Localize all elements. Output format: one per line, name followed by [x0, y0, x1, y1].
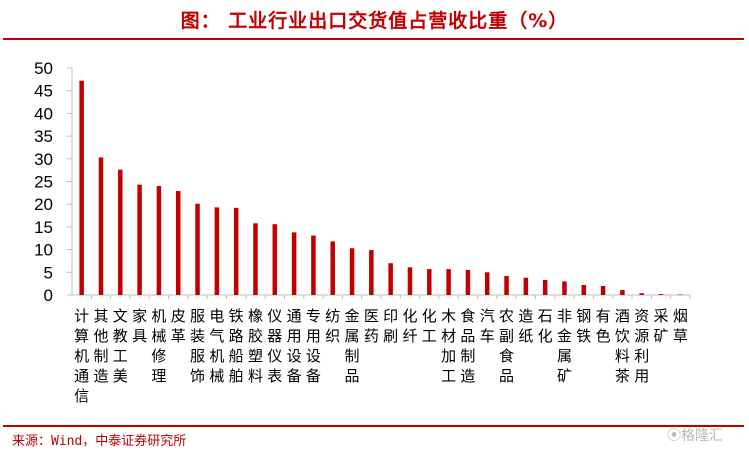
- bar: [311, 235, 316, 295]
- x-tick-label: 专用设备: [306, 307, 321, 385]
- y-tick-label: 15: [34, 218, 53, 237]
- watermark-logo: ⦿格隆汇: [667, 428, 723, 444]
- x-tick-label: 皮革: [171, 307, 186, 345]
- bar: [542, 280, 548, 295]
- bar: [446, 269, 451, 295]
- bar: [639, 293, 644, 295]
- title-divider: [3, 38, 744, 40]
- x-tick-label: 非金属矿: [557, 307, 572, 385]
- x-tick-label: 资源利用: [634, 307, 649, 385]
- bar: [349, 248, 355, 295]
- bar: [504, 275, 509, 295]
- x-tick-label: 采矿: [654, 307, 669, 345]
- y-tick-label: 20: [34, 195, 53, 214]
- bar: [484, 272, 490, 295]
- bar: [214, 207, 220, 295]
- bar: [330, 241, 335, 295]
- x-tick-label: 机械修理: [151, 307, 166, 385]
- x-tick-label: 农副食品: [499, 307, 514, 385]
- x-tick-label: 通用设备: [287, 307, 302, 385]
- x-tick-label: 电气机械: [209, 307, 224, 385]
- x-tick-label: 化纤: [402, 307, 417, 345]
- bar: [272, 224, 278, 295]
- x-tick-label: 纺织: [325, 307, 340, 345]
- bar: [291, 232, 297, 295]
- bar: [118, 169, 123, 295]
- x-tick-label: 有色: [596, 307, 611, 345]
- bar: [678, 294, 683, 296]
- bar: [465, 270, 471, 295]
- bar: [427, 269, 432, 295]
- x-tick-label: 酒饮料茶: [615, 307, 630, 385]
- y-tick-label: 30: [34, 150, 53, 169]
- y-tick-label: 45: [34, 82, 53, 101]
- x-tick-label: 汽车: [480, 307, 495, 345]
- x-tick-label: 橡胶塑料: [248, 307, 263, 385]
- x-tick-label: 木材加工: [441, 307, 456, 385]
- source-note: 来源：Wind，中泰证券研究所: [12, 434, 187, 449]
- y-tick-label: 0: [44, 286, 53, 305]
- bar: [79, 80, 84, 295]
- bar: [195, 203, 200, 295]
- bar: [137, 184, 142, 295]
- x-tick-label: 医药: [364, 307, 379, 345]
- x-tick-label: 印刷: [383, 307, 398, 345]
- bar: [233, 207, 239, 295]
- x-tick-label: 金属制品: [345, 307, 360, 385]
- y-tick-label: 10: [34, 241, 53, 260]
- x-tick-label: 石化: [538, 307, 553, 345]
- bar: [407, 267, 413, 295]
- x-tick-label: 仪器仪表: [267, 307, 282, 385]
- x-tick-label: 计算机通信: [74, 307, 89, 405]
- x-tick-label: 其他制造: [93, 307, 108, 385]
- y-tick-label: 40: [34, 104, 53, 123]
- bar: [369, 250, 374, 295]
- x-tick-label: 食品制造: [460, 307, 475, 385]
- bar: [156, 186, 162, 295]
- y-tick-label: 35: [34, 127, 53, 146]
- x-tick-label: 造纸: [518, 307, 533, 345]
- x-tick-label: 烟草: [673, 307, 688, 345]
- x-tick-label: 钢铁: [576, 307, 591, 345]
- bar: [600, 285, 606, 295]
- bar: [98, 157, 104, 295]
- bar: [658, 294, 664, 295]
- y-tick-label: 50: [34, 59, 53, 78]
- figure-title: 图： 工业行业出口交货值占营收比重（%）: [180, 10, 569, 32]
- x-tick-label: 文教工美: [113, 307, 128, 385]
- bar: [562, 281, 567, 295]
- bar: [620, 290, 625, 295]
- bar: [581, 285, 587, 295]
- bar: [253, 223, 258, 295]
- bar: [175, 191, 181, 295]
- y-tick-label: 5: [44, 263, 53, 282]
- footer-divider: [3, 425, 744, 427]
- x-tick-label: 铁路船舶: [229, 307, 244, 385]
- bar: [523, 277, 529, 295]
- x-tick-label: 家具: [132, 307, 147, 345]
- y-tick-label: 25: [34, 173, 53, 192]
- x-tick-label: 化工: [422, 307, 437, 345]
- x-tick-label: 服装服饰: [190, 307, 205, 385]
- bar: [388, 263, 393, 295]
